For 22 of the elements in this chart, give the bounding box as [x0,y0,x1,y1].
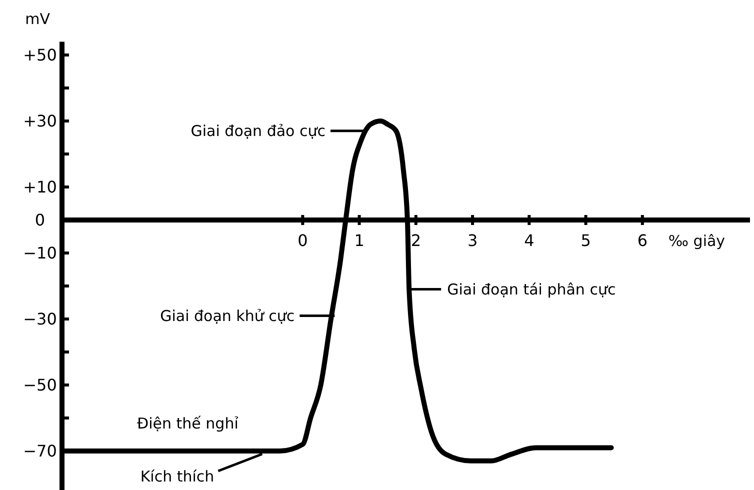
y-tick-label: −70 [23,442,57,461]
annotation: Giai đoạn khử cực [160,306,295,325]
annotation: Giai đoạn tái phân cực [447,280,616,299]
y-tick-label: +10 [23,178,57,197]
y-tick-label: −30 [23,310,57,329]
y-tick-label: +50 [23,46,57,65]
x-tick-label: 5 [580,231,591,250]
y-axis-title: mV [25,10,51,28]
y-tick-label: 0 [34,210,46,230]
annotation: Giai đoạn đảo cực [190,122,326,140]
y-tick-label: −10 [23,244,57,263]
x-tick-label: 1 [354,231,364,250]
x-tick-label: 0 [298,231,308,250]
annotation: Kích thích [140,467,214,486]
y-tick-label: +30 [23,112,57,131]
x-tick-label: 6 [637,231,648,250]
x-axis-title: ‰ giây [668,232,726,250]
x-tick-label: 2 [410,231,422,250]
x-tick-label: 4 [524,231,534,250]
x-tick-label: 3 [467,231,478,250]
y-tick-label: −50 [23,376,57,395]
annotation: Điện thế nghỉ [137,414,238,432]
